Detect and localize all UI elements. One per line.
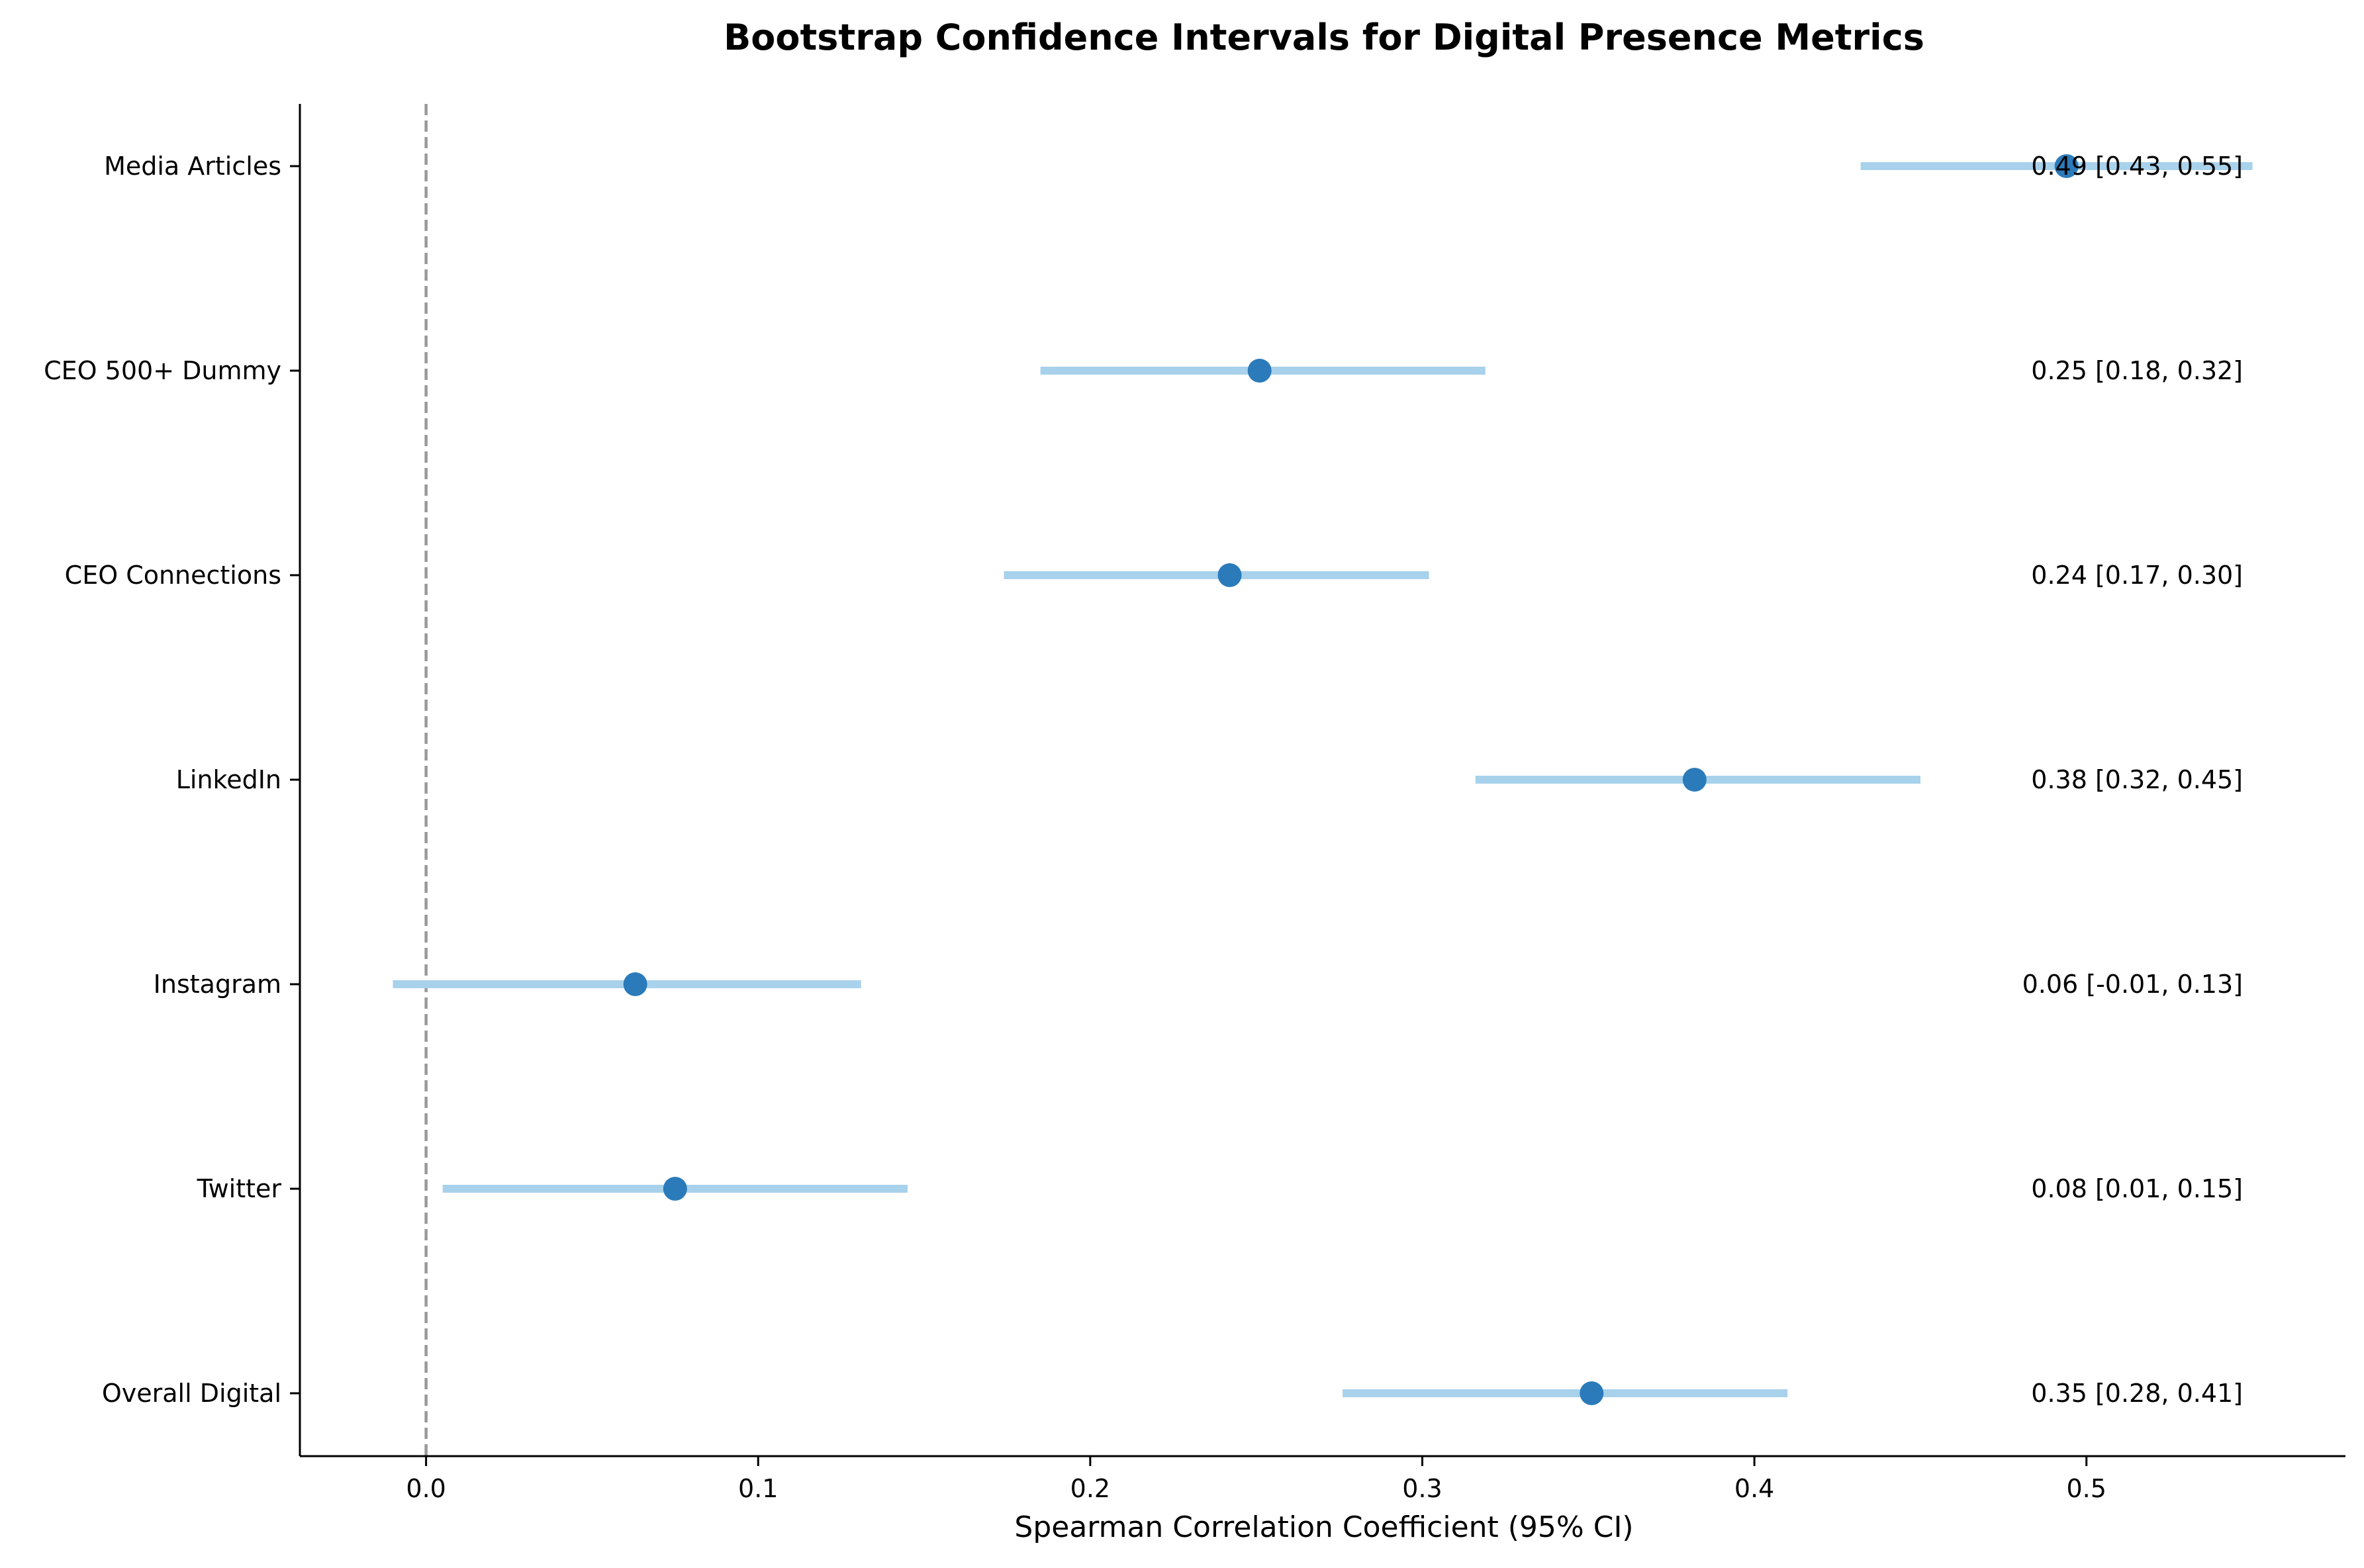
x-tick-label: 0.3 [1402,1474,1442,1503]
x-tick-label: 0.0 [406,1474,446,1503]
y-tick-label: Instagram [154,970,281,999]
ci-value-label: 0.08 [0.01, 0.15] [2031,1174,2243,1203]
y-tick-label: CEO Connections [65,561,281,590]
ci-value-label: 0.38 [0.32, 0.45] [2031,765,2243,794]
ci-value-label: 0.49 [0.43, 0.55] [2031,152,2243,181]
y-tick-label: CEO 500+ Dummy [44,356,281,385]
x-tick-label: 0.4 [1734,1474,1774,1503]
x-axis-label: Spearman Correlation Coefficient (95% CI… [1014,1510,1633,1544]
y-tick-label: Overall Digital [102,1379,281,1408]
estimate-point [1580,1381,1604,1405]
y-tick-label: Media Articles [104,152,281,181]
x-tick-label: 0.2 [1070,1474,1110,1503]
estimate-point [623,972,647,996]
x-tick-label: 0.1 [738,1474,778,1503]
plot-area: 0.0 0.1 0.2 0.3 0.4 0.5 Media Articles 0.49 [0.… [44,104,2345,1503]
chart-title: Bootstrap Confidence Intervals for Digit… [724,17,1924,58]
ci-value-label: 0.35 [0.28, 0.41] [2031,1379,2243,1408]
estimate-point [2054,154,2079,178]
estimate-point [663,1177,687,1201]
y-tick-label: Twitter [197,1174,282,1203]
ci-value-label: 0.06 [-0.01, 0.13] [2022,970,2243,999]
ci-value-label: 0.25 [0.18, 0.32] [2031,356,2243,385]
estimate-point [1682,768,1707,792]
x-tick-label: 0.5 [2067,1474,2106,1503]
estimate-point [1217,563,1242,587]
estimate-point [1247,359,1272,383]
ci-value-label: 0.24 [0.17, 0.30] [2031,561,2243,590]
y-tick-label: LinkedIn [176,765,281,794]
